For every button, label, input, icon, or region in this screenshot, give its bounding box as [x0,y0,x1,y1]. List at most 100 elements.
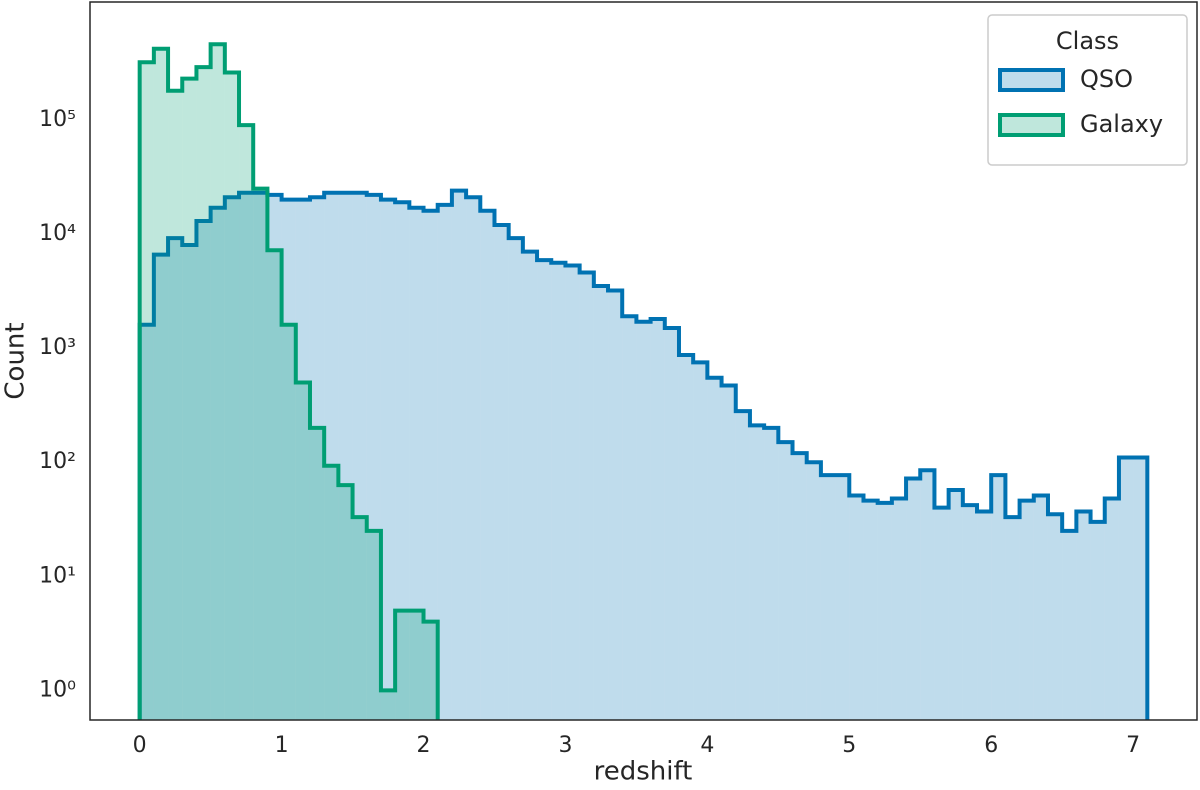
histogram-bar [380,690,396,720]
histogram-bar [1090,521,1105,720]
histogram-bar [1076,511,1091,720]
legend-swatch [998,113,1065,137]
histogram-bar [1133,457,1148,720]
histogram-bar [920,470,935,720]
histogram-bar [792,453,807,720]
histogram-bar [1062,530,1077,720]
histogram-bar [906,478,921,720]
histogram-bar [664,328,679,720]
histogram-bar [182,78,197,721]
y-tick-label: 10⁴ [39,221,76,246]
histogram-bar [806,462,821,720]
histogram-bar [835,475,850,720]
histogram-bar [267,250,282,720]
histogram-bar [693,362,708,720]
histogram-bar [352,192,367,720]
histogram-bar [153,48,169,721]
x-tick-label: 7 [1126,733,1140,758]
histogram-bar [395,202,410,720]
histogram-bar [622,316,637,720]
histogram-bar [139,324,154,720]
histogram-bar [253,188,268,720]
legend-label: Galaxy [1080,110,1163,138]
histogram-bar [309,197,325,720]
x-tick-label: 3 [558,733,572,758]
histogram-bar [522,251,538,720]
histogram-bar [849,495,864,720]
legend-title: Class [1056,27,1119,55]
histogram-bar [309,427,325,720]
x-tick-label: 1 [275,733,289,758]
histogram-bar [480,210,495,720]
histogram-bar [820,475,836,720]
histogram-bar [281,199,296,721]
histogram-bar [991,475,1006,720]
histogram-bar [338,192,353,720]
y-axis-label: Count [1,322,31,399]
legend-label: QSO [1080,65,1133,93]
series [137,42,440,721]
histogram-bar [324,192,339,720]
histogram-bar [764,427,779,720]
x-tick-label: 6 [984,733,998,758]
histogram-bar [409,610,424,720]
histogram-bar [962,505,978,720]
histogram-bar [1118,457,1134,720]
histogram-bar [139,62,154,720]
histogram-bar [721,385,736,720]
histogram-bar [210,44,225,721]
histogram-bar [1033,495,1048,720]
x-tick-label: 2 [417,733,431,758]
histogram-bar [735,411,750,720]
histogram-bar [352,517,367,720]
y-tick-label: 10⁰ [39,677,76,702]
histogram-bar [749,425,765,720]
x-axis-label: redshift [594,757,693,787]
series [137,188,1150,721]
histogram-bar [948,490,963,720]
y-tick-label: 10⁵ [39,107,76,132]
histogram-bar [593,286,609,720]
histogram-bar [579,272,594,720]
histogram-bar [437,204,452,721]
y-tick-label: 10¹ [39,563,76,588]
histogram-bar [1019,500,1034,720]
histogram-bar [466,197,481,720]
histogram-bar [395,610,410,720]
x-tick-label: 0 [133,733,147,758]
histogram-bar [210,207,225,720]
histogram-bar [451,190,467,721]
histogram-bar [650,318,665,720]
histogram-bar [537,260,552,720]
step-outline [137,42,440,720]
histogram-bar [678,354,694,720]
histogram-bar [196,221,211,720]
x-tick-label: 4 [700,733,714,758]
histogram-bar [891,498,907,720]
histogram-bar [168,90,183,720]
histogram-bar [1005,517,1020,720]
histogram-bar [224,197,240,720]
histogram-bar [977,511,992,720]
histogram-bar [409,207,424,720]
legend-swatch [998,68,1065,92]
histogram-bar [281,324,296,720]
histogram-bar [366,530,381,720]
histogram-bar [182,245,197,720]
histogram-bar [196,67,211,720]
histogram-bar [168,238,183,720]
histogram-bar [551,262,566,720]
histogram-bar [778,442,793,720]
histogram-bar [707,377,722,720]
x-tick-label: 5 [842,733,856,758]
legend: Class QSO Galaxy [987,14,1188,166]
legend-box [987,14,1188,166]
histogram-bar [239,192,254,720]
plot-frame [89,1,1198,721]
histogram-bar [608,290,623,720]
histogram-bar [877,502,892,720]
histogram-bar [863,500,878,720]
histogram-bar [295,199,310,721]
step-outline [137,188,1150,720]
histogram-bar [267,194,282,721]
